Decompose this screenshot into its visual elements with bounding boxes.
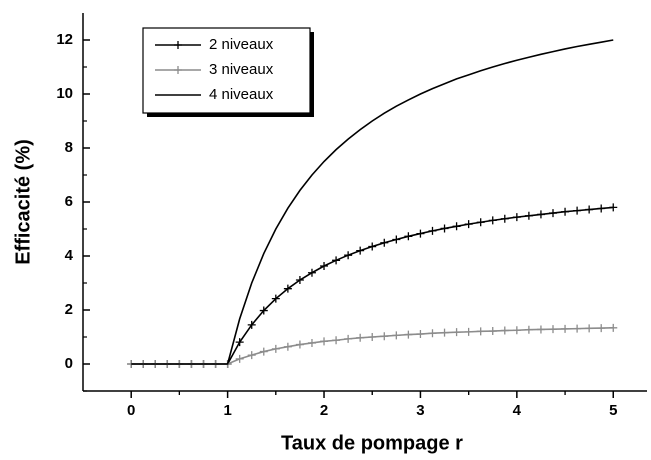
y-tick-label: 0 [65,355,73,372]
point-marker [380,238,389,247]
point-marker [283,342,292,351]
point-marker [428,329,437,338]
point-marker [271,344,280,353]
point-marker [500,326,509,335]
point-marker [524,325,533,334]
point-marker [320,261,329,270]
x-tick-label: 1 [223,402,231,419]
point-marker [235,338,244,347]
point-marker [235,354,244,363]
y-tick-label: 6 [65,193,73,210]
legend-label: 2 niveaux [209,36,274,53]
point-marker [573,206,582,215]
point-marker [549,325,557,334]
point-marker [561,207,570,216]
point-marker [524,211,533,220]
point-marker [476,327,485,336]
point-marker [416,330,425,339]
point-marker [295,340,304,349]
point-marker [428,226,437,235]
point-marker [476,218,485,227]
point-marker [283,284,292,293]
legend-marker [174,41,182,49]
point-marker [452,328,461,337]
point-marker [344,334,353,343]
point-marker [440,328,449,337]
point-marker [416,229,425,238]
point-marker [356,333,365,342]
point-marker [344,251,353,260]
legend-label: 3 niveaux [209,61,274,78]
series-line [131,39,614,365]
x-tick-label: 3 [416,402,424,419]
point-marker [500,214,509,223]
point-marker [585,324,594,333]
point-marker [597,324,606,333]
y-tick-label: 12 [56,31,73,48]
point-marker [440,224,449,233]
point-marker [259,306,268,315]
point-marker [392,235,401,244]
x-tick-label: 4 [513,402,522,419]
point-marker [247,320,256,329]
x-axis-title: Taux de pompage r [281,432,463,454]
point-marker [259,347,268,356]
y-tick-label: 10 [56,85,73,102]
point-marker [512,326,521,335]
point-marker [609,323,618,332]
point-marker [307,268,316,277]
point-marker [549,209,557,218]
point-marker [271,294,280,303]
point-marker [464,220,473,229]
point-marker [404,232,413,241]
point-marker [488,216,497,225]
y-tick-label: 2 [65,301,73,318]
legend-shadow-b [147,113,314,117]
point-marker [332,256,341,265]
y-tick-label: 4 [65,247,74,264]
point-marker [368,333,377,341]
point-marker [536,325,545,334]
y-axis-title: Efficacité (%) [12,139,34,265]
x-tick-label: 2 [320,402,328,419]
point-marker [380,332,389,341]
legend-shadow-r [310,32,314,117]
point-marker [320,337,329,346]
legend-label: 4 niveaux [209,86,274,103]
point-marker [392,331,401,340]
point-marker [368,242,377,251]
point-marker [404,330,413,339]
point-marker [609,203,618,212]
legend-marker [174,66,182,74]
point-marker [247,351,256,360]
point-marker [573,324,582,333]
point-marker [561,324,570,333]
point-marker [356,246,365,255]
point-marker [536,210,545,219]
point-marker [585,205,594,214]
x-tick-label: 0 [127,402,135,419]
point-marker [597,204,606,213]
x-tick-label: 5 [609,402,617,419]
point-marker [295,276,304,285]
point-marker [464,327,473,336]
point-marker [452,222,461,231]
point-marker [512,213,521,222]
point-marker [307,338,316,347]
point-marker [332,336,341,345]
y-tick-label: 8 [65,139,73,156]
point-marker [488,327,497,336]
